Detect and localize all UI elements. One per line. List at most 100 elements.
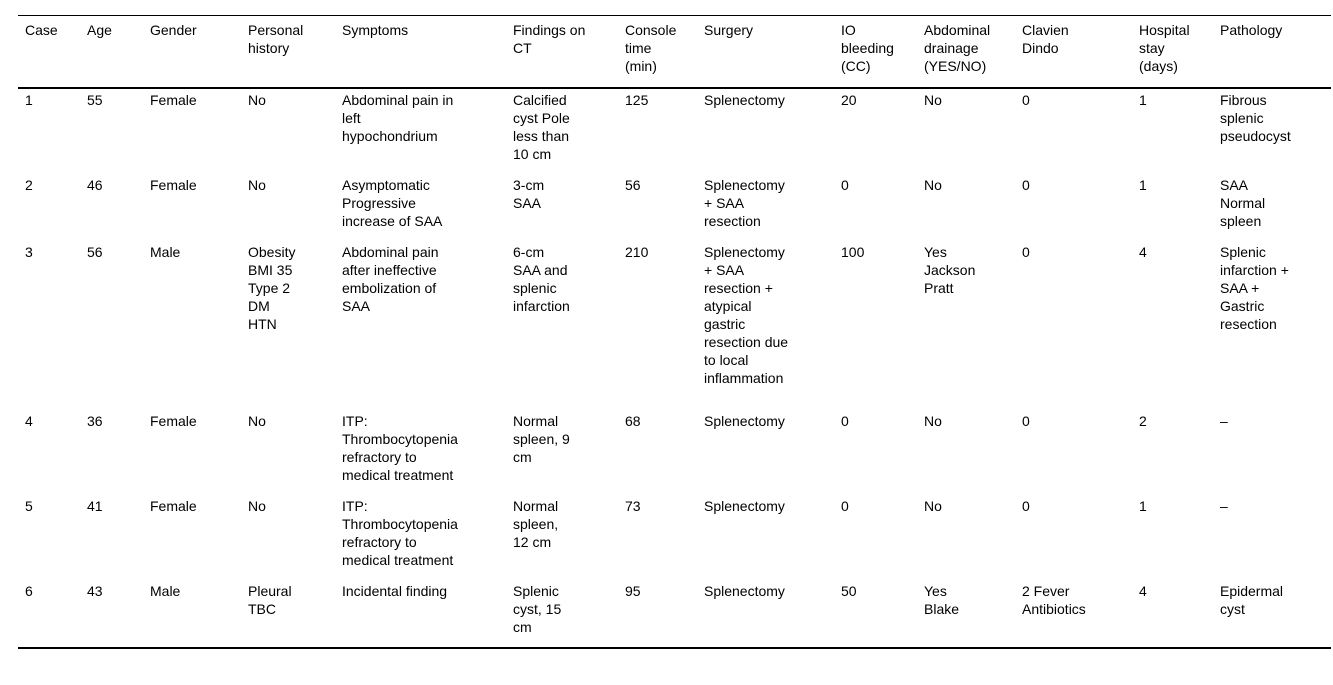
cell-gender: Female	[150, 413, 197, 429]
cell-gender: Male	[150, 583, 181, 599]
column-header-symptoms: Symptoms	[342, 22, 409, 38]
document-page: Case Age Gender Personal history Symptoms Fin…	[0, 15, 1333, 685]
column-header-abdominal-drainage: Abdominal drainage (YES/NO)	[924, 22, 991, 74]
cell-age: 41	[87, 498, 103, 514]
cell-case: 5	[25, 498, 33, 514]
cell-findings-on-ct: Normal spleen, 12 cm	[513, 498, 559, 550]
cell-hospital-stay: 4	[1139, 244, 1147, 260]
cell-gender: Female	[150, 177, 197, 193]
cell-pathology: Fibrous splenic pseudocyst	[1220, 92, 1291, 144]
cell-pathology: Epidermal cyst	[1220, 583, 1284, 617]
cell-gender: Female	[150, 498, 197, 514]
cell-console-time: 56	[625, 177, 641, 193]
cell-console-time: 95	[625, 583, 641, 599]
cell-abdominal-drainage: No	[924, 413, 942, 429]
cell-personal-history: No	[248, 413, 266, 429]
cell-gender: Female	[150, 92, 197, 108]
cell-hospital-stay: 1	[1139, 177, 1147, 193]
cell-symptoms: Abdominal pain in left hypochondrium	[342, 92, 454, 144]
cell-io-bleeding: 0	[841, 413, 849, 429]
column-header-pathology: Pathology	[1220, 22, 1283, 38]
cell-findings-on-ct: 3-cm SAA	[513, 177, 545, 211]
cell-clavien-dindo: 0	[1022, 92, 1030, 108]
cell-findings-on-ct: Normal spleen, 9 cm	[513, 413, 570, 465]
cell-hospital-stay: 2	[1139, 413, 1147, 429]
cell-surgery: Splenectomy	[704, 413, 785, 429]
table-header-row: Case Age Gender Personal history Symptoms Fin…	[18, 16, 1331, 88]
cell-abdominal-drainage: No	[924, 498, 942, 514]
cell-gender: Male	[150, 244, 181, 260]
cell-symptoms: Asymptomatic Progressive increase of SAA	[342, 177, 443, 229]
column-header-age: Age	[87, 22, 112, 38]
cell-clavien-dindo: 2 Fever Antibiotics	[1022, 583, 1086, 617]
cell-hospital-stay: 1	[1139, 498, 1147, 514]
cell-surgery: Splenectomy	[704, 92, 785, 108]
table-row: 2 46 Female No Asymptomatic Progressive incr…	[18, 174, 1331, 241]
cell-surgery: Splenectomy + SAA resection	[704, 177, 785, 229]
cell-pathology: –	[1220, 498, 1228, 514]
cell-hospital-stay: 4	[1139, 583, 1147, 599]
cell-personal-history: Pleural TBC	[248, 583, 292, 617]
column-header-findings-on-ct: Findings on CT	[513, 22, 586, 56]
table-row: 6 43 Male Pleural TBC Incidental finding Sple…	[18, 580, 1331, 648]
cell-case: 4	[25, 413, 33, 429]
cell-pathology: Splenic infarction + SAA + Gastric resec…	[1220, 244, 1289, 332]
table-row: 3 56 Male Obesity BMI 35 Type 2 DM HTN Abdom…	[18, 241, 1331, 410]
cell-hospital-stay: 1	[1139, 92, 1147, 108]
cell-symptoms: ITP: Thrombocytopenia refractory to medi…	[342, 413, 458, 483]
cell-personal-history: No	[248, 92, 266, 108]
cell-symptoms: Abdominal pain after ineffective emboliz…	[342, 244, 439, 314]
cell-console-time: 210	[625, 244, 649, 260]
cell-console-time: 125	[625, 92, 649, 108]
cell-io-bleeding: 50	[841, 583, 857, 599]
cell-abdominal-drainage: Yes Blake	[924, 583, 960, 617]
cell-findings-on-ct: 6-cm SAA and splenic infarction	[513, 244, 570, 314]
column-header-case: Case	[25, 22, 58, 38]
cell-io-bleeding: 20	[841, 92, 857, 108]
cell-io-bleeding: 0	[841, 498, 849, 514]
clinical-cases-table: Case Age Gender Personal history Symptoms Fin…	[18, 15, 1331, 649]
cell-findings-on-ct: Splenic cyst, 15 cm	[513, 583, 562, 635]
cell-surgery: Splenectomy + SAA resection + atypical g…	[704, 244, 789, 386]
cell-findings-on-ct: Calcified cyst Pole less than 10 cm	[513, 92, 570, 162]
cell-pathology: SAA Normal spleen	[1220, 177, 1266, 229]
cell-age: 56	[87, 244, 103, 260]
cell-personal-history: No	[248, 177, 266, 193]
cell-io-bleeding: 0	[841, 177, 849, 193]
table-row: 4 36 Female No ITP: Thrombocytopenia refract…	[18, 410, 1331, 495]
cell-age: 46	[87, 177, 103, 193]
cell-clavien-dindo: 0	[1022, 244, 1030, 260]
cell-clavien-dindo: 0	[1022, 177, 1030, 193]
cell-case: 3	[25, 244, 33, 260]
table-row: 1 55 Female No Abdominal pain in left hypoch…	[18, 88, 1331, 174]
cell-symptoms: Incidental finding	[342, 583, 448, 599]
cell-pathology: –	[1220, 413, 1228, 429]
cell-abdominal-drainage: No	[924, 92, 942, 108]
cell-age: 55	[87, 92, 103, 108]
cell-clavien-dindo: 0	[1022, 498, 1030, 514]
cell-console-time: 73	[625, 498, 641, 514]
cell-surgery: Splenectomy	[704, 583, 785, 599]
column-header-surgery: Surgery	[704, 22, 754, 38]
cell-age: 36	[87, 413, 103, 429]
cell-io-bleeding: 100	[841, 244, 865, 260]
cell-case: 2	[25, 177, 33, 193]
cell-personal-history: Obesity BMI 35 Type 2 DM HTN	[248, 244, 296, 332]
cell-console-time: 68	[625, 413, 641, 429]
column-header-io-bleeding: IO bleeding (CC)	[841, 22, 894, 74]
column-header-gender: Gender	[150, 22, 197, 38]
column-header-personal-history: Personal history	[248, 22, 304, 56]
table-header: Case Age Gender Personal history Symptoms Fin…	[18, 16, 1331, 88]
cell-clavien-dindo: 0	[1022, 413, 1030, 429]
cell-abdominal-drainage: No	[924, 177, 942, 193]
cell-case: 1	[25, 92, 33, 108]
column-header-clavien-dindo: Clavien Dindo	[1022, 22, 1069, 56]
column-header-hospital-stay: Hospital stay (days)	[1139, 22, 1190, 74]
cell-surgery: Splenectomy	[704, 498, 785, 514]
column-header-console-time: Console time (min)	[625, 22, 677, 74]
cell-case: 6	[25, 583, 33, 599]
cell-abdominal-drainage: Yes Jackson Pratt	[924, 244, 976, 296]
cell-age: 43	[87, 583, 103, 599]
cell-symptoms: ITP: Thrombocytopenia refractory to medi…	[342, 498, 458, 568]
table-body: 1 55 Female No Abdominal pain in left hypoch…	[18, 88, 1331, 648]
